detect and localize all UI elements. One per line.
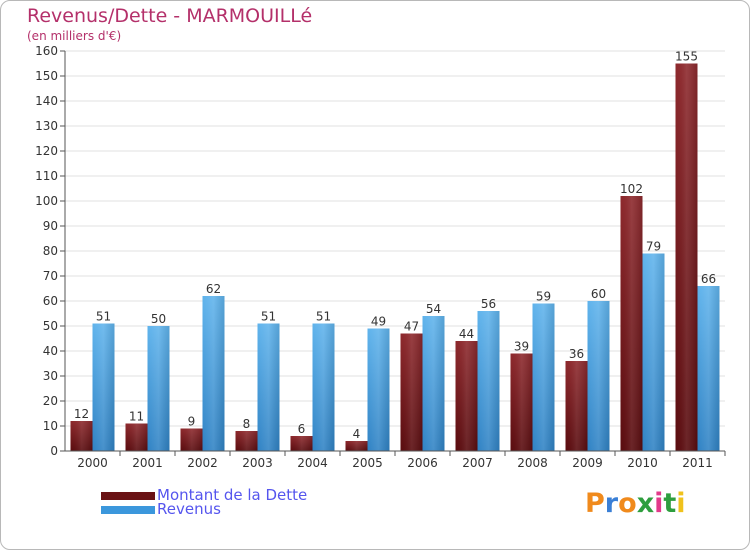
bar-sheen-revenus-2002 (202, 296, 225, 451)
x-tick-label: 2011 (682, 456, 713, 470)
x-tick-label: 2004 (297, 456, 328, 470)
bar-sheen-revenus-2008 (532, 303, 555, 451)
bar-sheen-dette-2002 (180, 428, 203, 451)
data-label-dette-2010: 102 (620, 182, 643, 196)
data-label-revenus-2009: 60 (591, 287, 606, 301)
data-label-revenus-2010: 79 (646, 240, 661, 254)
chart-title: Revenus/Dette - MARMOUILLé (27, 5, 313, 27)
y-tick-label: 100 (35, 194, 58, 208)
y-tick-label: 90 (43, 219, 58, 233)
axes: 0 10 20 30 40 50 60 70 80 90 100 110 120 130 140 150 160… (35, 44, 726, 470)
x-tick-label: 2002 (187, 456, 218, 470)
logo-letter: i (676, 488, 686, 519)
data-label-revenus-2008: 59 (536, 290, 551, 304)
data-label-dette-2007: 44 (459, 327, 474, 341)
data-label-revenus-2000: 51 (96, 310, 111, 324)
y-tick-label: 150 (35, 69, 58, 83)
data-label-dette-2001: 11 (129, 410, 144, 424)
data-label-revenus-2001: 50 (151, 312, 166, 326)
bar-sheen-dette-2003 (235, 431, 258, 451)
bar-sheen-revenus-2004 (312, 323, 335, 451)
y-tick-label: 70 (43, 269, 58, 283)
data-label-revenus-2011: 66 (701, 272, 716, 286)
chart-subtitle: (en milliers d'€) (27, 29, 122, 43)
legend-swatch-revenus (101, 506, 155, 514)
data-label-revenus-2003: 51 (261, 310, 276, 324)
bar-sheen-revenus-2005 (367, 328, 390, 451)
y-tick-label: 80 (43, 244, 58, 258)
y-tick-label: 140 (35, 94, 58, 108)
bar-sheen-dette-2001 (125, 423, 148, 451)
logo-letter: r (604, 488, 619, 519)
data-label-dette-2003: 8 (243, 417, 251, 431)
logo-letter: x (636, 488, 655, 519)
y-tick-label: 40 (43, 344, 58, 358)
data-label-revenus-2007: 56 (481, 297, 496, 311)
bar-sheen-revenus-2000 (92, 323, 115, 451)
y-tick-label: 50 (43, 319, 58, 333)
y-tick-label: 10 (43, 419, 58, 433)
bar-sheen-dette-2008 (510, 353, 533, 451)
x-tick-label: 2005 (352, 456, 383, 470)
data-label-dette-2005: 4 (353, 427, 361, 441)
bar-sheen-dette-2010 (620, 196, 643, 451)
x-tick-label: 2003 (242, 456, 273, 470)
x-tick-label: 2007 (462, 456, 493, 470)
bar-sheen-dette-2006 (400, 333, 423, 451)
logo-letter: t (663, 488, 677, 519)
bar-sheen-dette-2005 (345, 441, 368, 451)
data-label-dette-2000: 12 (74, 407, 89, 421)
x-tick-label: 2000 (77, 456, 108, 470)
bar-sheen-dette-2004 (290, 436, 313, 451)
bar-sheen-dette-2011 (675, 63, 698, 451)
legend-swatch-dette (101, 492, 155, 500)
y-tick-label: 30 (43, 369, 58, 383)
y-tick-label: 20 (43, 394, 58, 408)
gridlines (65, 50, 725, 427)
y-tick-label: 110 (35, 169, 58, 183)
bar-sheen-revenus-2010 (642, 253, 665, 451)
data-label-dette-2004: 6 (298, 422, 306, 436)
data-label-dette-2008: 39 (514, 340, 529, 354)
data-label-dette-2002: 9 (188, 415, 196, 429)
data-label-dette-2006: 47 (404, 320, 419, 334)
y-tick-label: 130 (35, 119, 58, 133)
y-tick-label: 120 (35, 144, 58, 158)
y-tick-label: 0 (50, 444, 58, 458)
x-tick-label: 2010 (627, 456, 658, 470)
bar-sheen-revenus-2007 (477, 311, 500, 451)
data-label-revenus-2002: 62 (206, 282, 221, 296)
logo-letter: P (585, 488, 605, 519)
bar-sheen-revenus-2009 (587, 301, 610, 451)
data-label-revenus-2004: 51 (316, 310, 331, 324)
bar-sheen-dette-2000 (70, 421, 93, 451)
data-label-dette-2011: 155 (675, 50, 698, 64)
data-label-dette-2009: 36 (569, 347, 584, 361)
data-labels: 12 51 11 50 9 62 8 51 6 51 4 49 47 54 44 56 39 59 36 60 102 7… (74, 50, 716, 442)
bars (70, 63, 720, 451)
x-tick-label: 2001 (132, 456, 163, 470)
proxiti-logo: Proxiti (585, 488, 686, 519)
logo-letter: i (654, 488, 664, 519)
logo-letter: o (618, 488, 637, 519)
data-label-revenus-2006: 54 (426, 302, 441, 316)
data-label-revenus-2005: 49 (371, 315, 386, 329)
y-tick-label: 160 (35, 44, 58, 58)
bar-sheen-dette-2007 (455, 341, 478, 451)
bar-sheen-revenus-2003 (257, 323, 280, 451)
bar-sheen-dette-2009 (565, 361, 588, 451)
x-tick-label: 2006 (407, 456, 438, 470)
bar-sheen-revenus-2011 (697, 286, 720, 451)
bar-sheen-revenus-2006 (422, 316, 445, 451)
y-tick-label: 60 (43, 294, 58, 308)
legend-label-dette: Montant de la Dette (157, 486, 308, 504)
bar-sheen-revenus-2001 (147, 326, 170, 451)
legend-label-revenus: Revenus (157, 500, 221, 518)
x-tick-label: 2008 (517, 456, 548, 470)
x-tick-label: 2009 (572, 456, 603, 470)
